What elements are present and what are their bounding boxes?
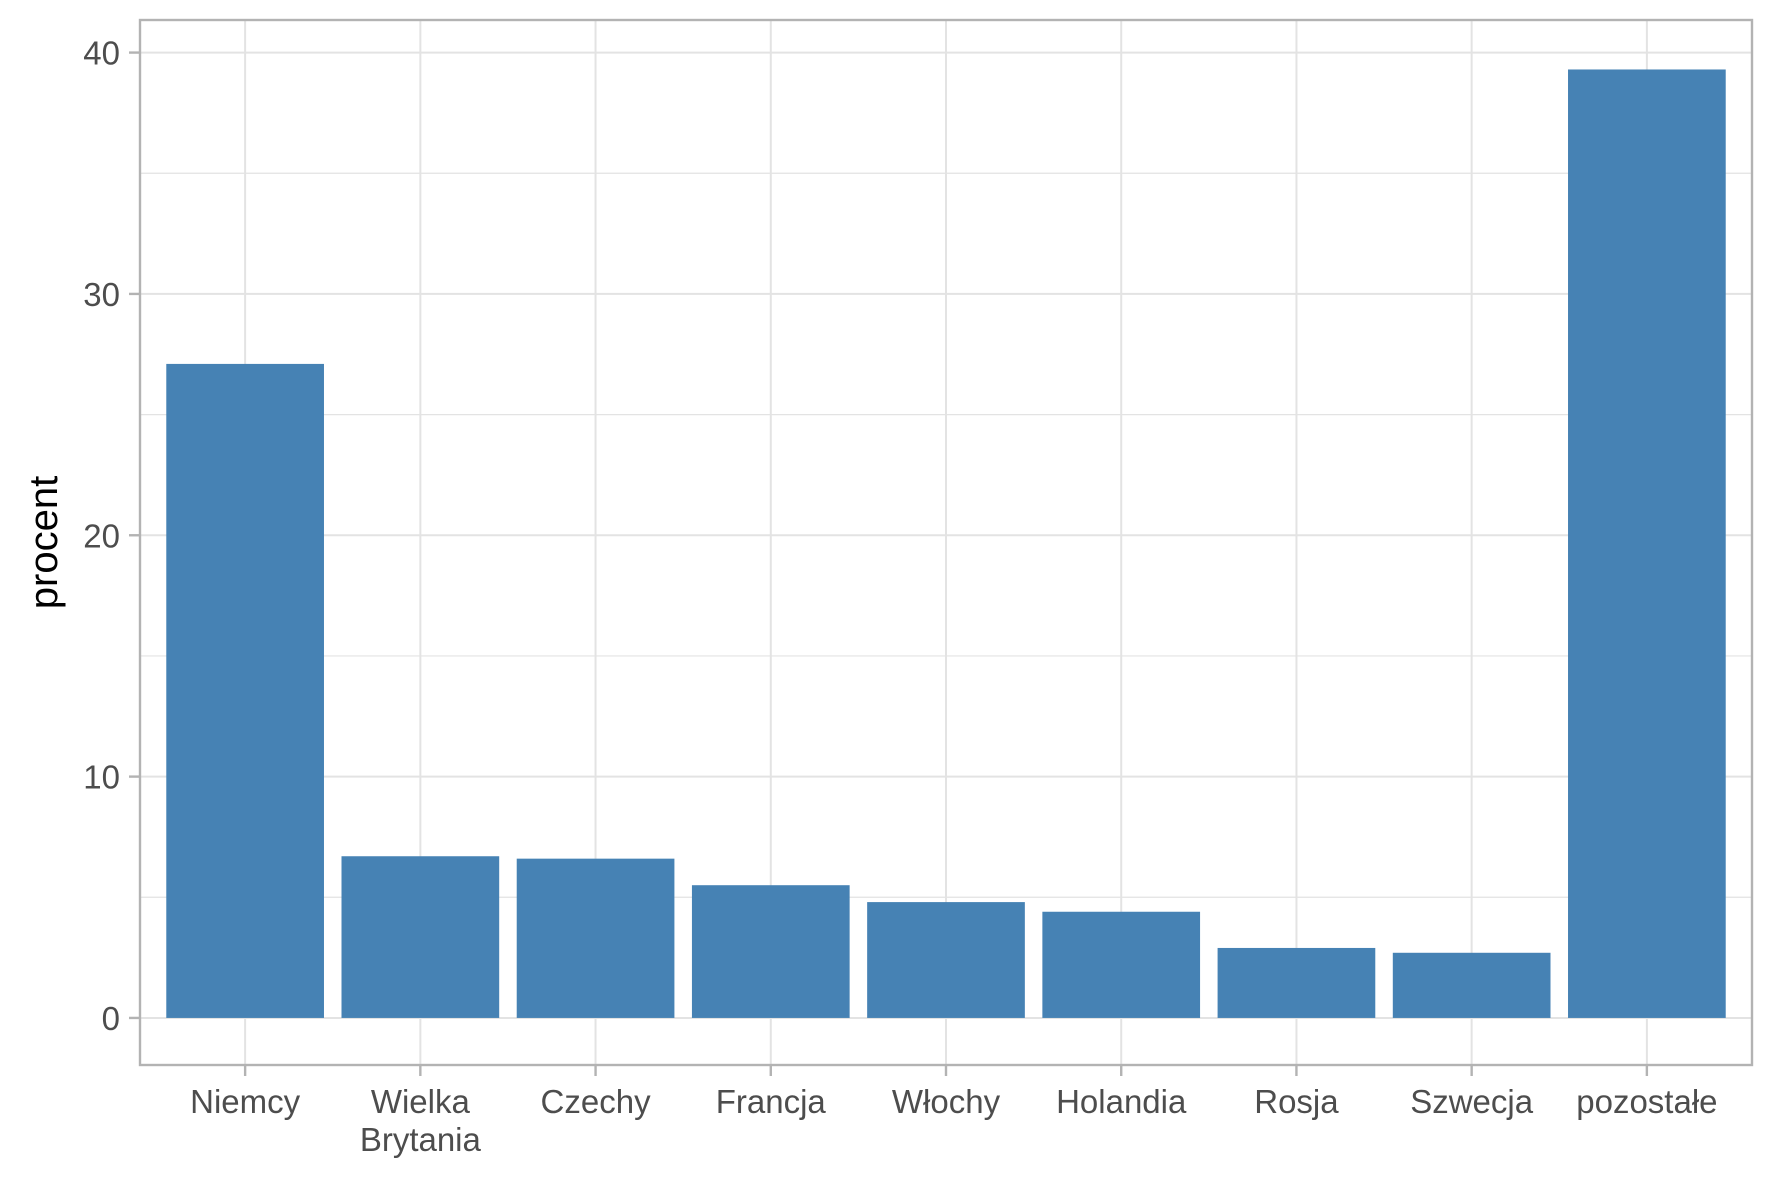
- x-tick-label: Rosja: [1254, 1083, 1339, 1120]
- y-tick-label: 10: [83, 759, 120, 796]
- bar: [691, 885, 850, 1018]
- bar: [867, 902, 1025, 1018]
- y-tick-label: 20: [83, 517, 120, 554]
- bar: [1568, 69, 1726, 1018]
- x-tick-label: Szwecja: [1410, 1083, 1534, 1120]
- x-axis: Niemcy Wielka Brytania Czechy Francja Włochy H…: [190, 1065, 1718, 1158]
- bar: [341, 856, 500, 1018]
- x-tick-label: Czechy: [541, 1083, 652, 1120]
- y-axis-title: procent: [22, 476, 66, 609]
- bars: [166, 69, 1726, 1018]
- bar: [166, 363, 324, 1018]
- bar: [1392, 952, 1551, 1018]
- x-tick-label: pozostałe: [1576, 1083, 1717, 1120]
- bar: [516, 858, 675, 1018]
- x-tick-label: Wielka Brytania: [360, 1083, 482, 1158]
- y-tick-label: 30: [83, 276, 120, 313]
- x-tick-label: Niemcy: [190, 1083, 301, 1120]
- x-tick-label: Holandia: [1056, 1083, 1187, 1120]
- x-tick-label: Francja: [716, 1083, 827, 1120]
- x-tick-label: Włochy: [892, 1083, 1001, 1120]
- y-tick-label: 40: [83, 35, 120, 72]
- bar: [1042, 911, 1201, 1018]
- y-axis: 0 10 20 30 40: [83, 35, 140, 1037]
- bar: [1217, 947, 1376, 1018]
- y-tick-label: 0: [102, 1000, 120, 1037]
